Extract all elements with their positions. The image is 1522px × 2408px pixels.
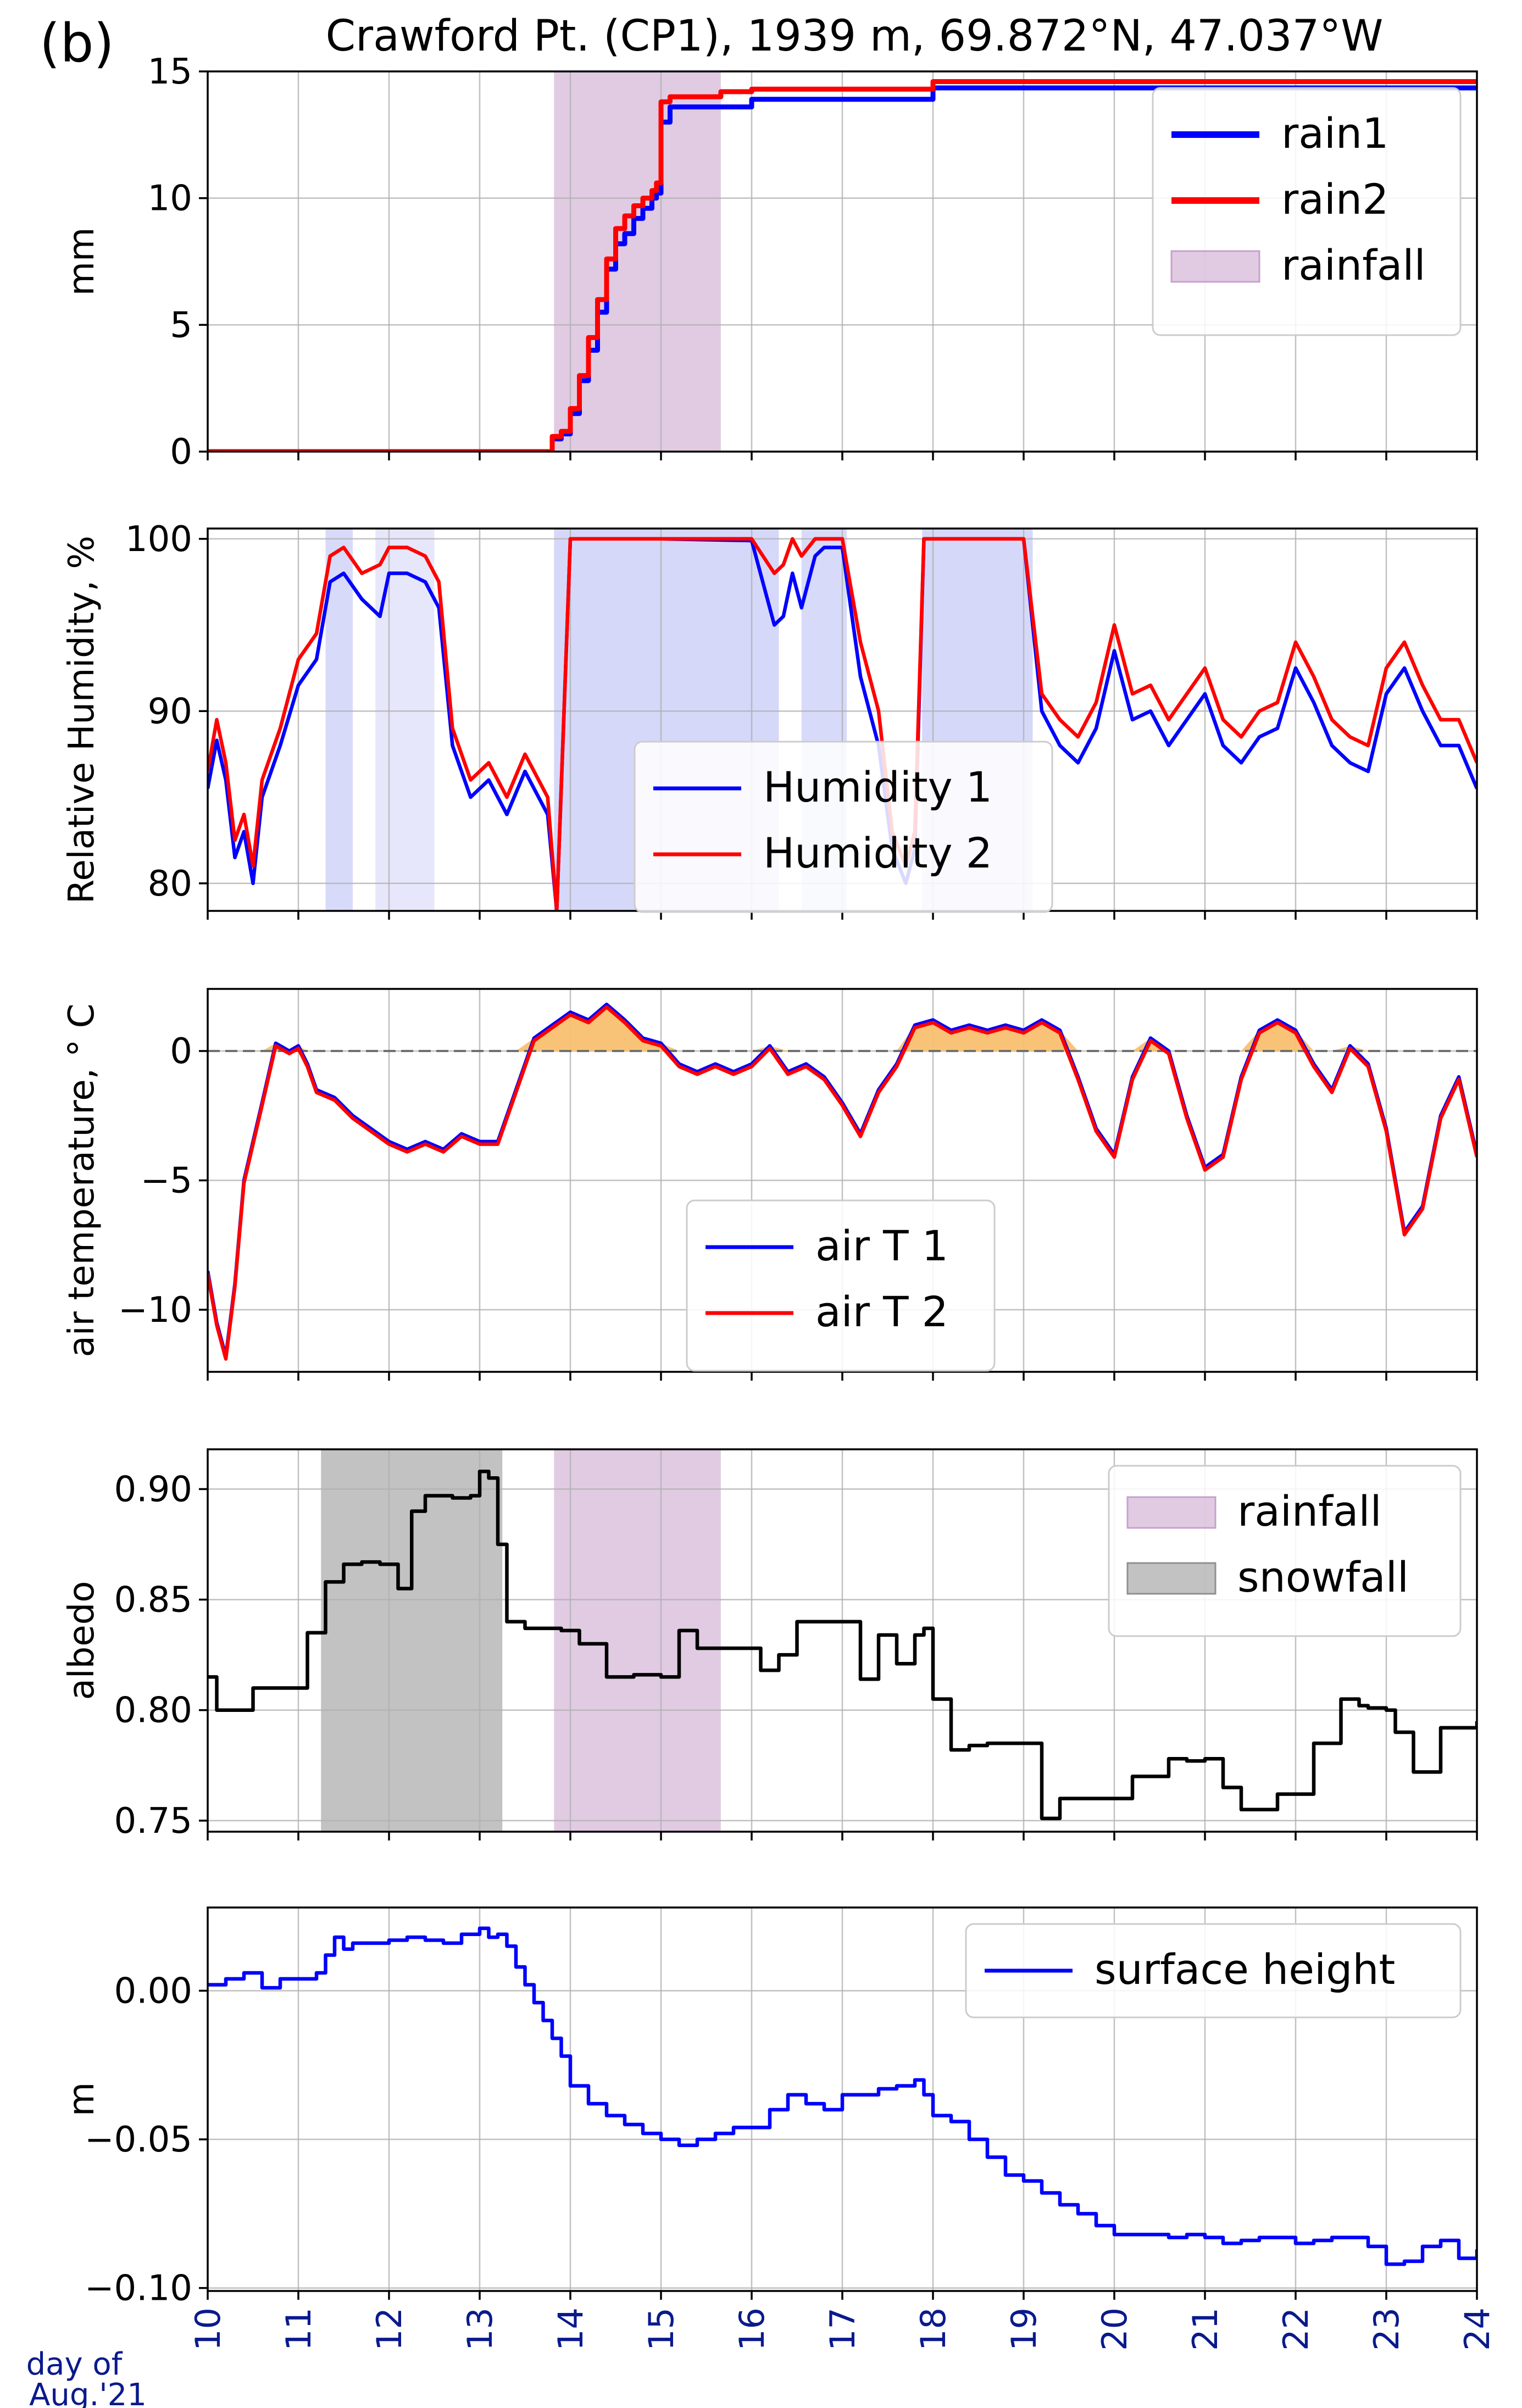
- legend-box: [965, 1923, 1462, 2018]
- legend: air T 1 air T 2: [686, 1199, 996, 1372]
- series-rain1: [208, 85, 1477, 452]
- y-tick-label: 10: [148, 179, 192, 219]
- legend-box: [686, 1199, 996, 1372]
- x-tick-label: 18: [913, 2307, 953, 2351]
- series-Humidity-1: [208, 537, 1477, 911]
- panels: 0 5 10 15 mm rain1 rain2 rainfall 80 90 100 Relativ…: [62, 52, 1478, 2309]
- y-axis-label: Relative Humidity, %: [62, 536, 102, 904]
- legend-swatch: [1170, 250, 1260, 283]
- y-tick-label: 0: [170, 1031, 192, 1072]
- legend-label: rainfall: [1281, 241, 1426, 290]
- legend-box: [634, 741, 1053, 913]
- legend-label: snowfall: [1237, 1553, 1409, 1601]
- plot-area: [208, 1908, 1477, 2291]
- series-Humidity-2: [208, 537, 1477, 911]
- y-tick-label: 0.75: [114, 1801, 193, 1842]
- x-tick-label: 11: [279, 2307, 319, 2351]
- shaded-region-rainfall-1: [554, 1449, 721, 1832]
- x-tick-label: 20: [1095, 2307, 1135, 2351]
- panel-label: (b): [40, 13, 114, 74]
- legend-label: air T 2: [815, 1287, 948, 1336]
- x-tick-label: 24: [1457, 2307, 1497, 2351]
- y-axis-label: albedo: [62, 1581, 102, 1700]
- y-axis-label: air temperature, ° C: [62, 1004, 102, 1358]
- y-tick-label: 15: [148, 52, 192, 92]
- plot-area: [208, 1449, 1477, 1832]
- y-axis-label: mm: [62, 227, 102, 296]
- shaded-region-snowfall-2: [321, 1449, 503, 1832]
- chart-panel-5: −0.10 −0.05 0.00 m surface height: [62, 1906, 1478, 2309]
- y-tick-label: −5: [141, 1161, 192, 1202]
- legend-label: air T 1: [815, 1221, 948, 1270]
- legend-label: Humidity 1: [763, 763, 992, 811]
- plot-area: [208, 989, 1477, 1372]
- x-tick-label: 10: [188, 2307, 228, 2351]
- y-tick-label: 5: [170, 305, 192, 346]
- plot-area: [208, 71, 1477, 452]
- y-tick-label: −0.05: [85, 2120, 192, 2160]
- legend: rainfall snowfall: [1108, 1465, 1462, 1637]
- figure-title: Crawford Pt. (CP1), 1939 m, 69.872°N, 47…: [326, 12, 1384, 61]
- legend-label: surface height: [1095, 1945, 1395, 1994]
- legend: surface height: [965, 1923, 1462, 2018]
- x-tick-label: 16: [732, 2307, 772, 2351]
- chart-panel-1: 0 5 10 15 mm rain1 rain2 rainfall: [62, 52, 1478, 472]
- chart-panel-4: 0.75 0.80 0.85 0.90 albedo rainfall snowfall: [62, 1448, 1478, 1842]
- series-surface-height: [208, 1926, 1477, 2266]
- x-tick-label: 17: [823, 2307, 863, 2351]
- x-axis-label-line1: day of: [26, 2346, 123, 2382]
- y-tick-label: −0.10: [85, 2268, 192, 2309]
- y-tick-label: −10: [118, 1290, 192, 1331]
- y-tick-label: 0: [170, 432, 192, 472]
- legend-swatch: [1126, 1496, 1217, 1529]
- y-tick-label: 0.00: [114, 1971, 193, 2012]
- y-tick-label: 0.85: [114, 1580, 193, 1621]
- x-tick-label: 14: [551, 2307, 591, 2351]
- legend: rain1 rain2 rainfall: [1152, 87, 1462, 336]
- x-tick-label: 21: [1185, 2307, 1225, 2351]
- y-tick-label: 100: [125, 519, 192, 560]
- x-axis-label-line2: Aug.'21: [29, 2377, 147, 2408]
- shaded-region-1: [325, 529, 353, 911]
- legend: Humidity 1 Humidity 2: [634, 741, 1053, 913]
- legend-label: Humidity 2: [763, 828, 992, 877]
- x-tick-label: 23: [1367, 2307, 1407, 2351]
- x-axis: 10 11 12 13 14 15 16 17 18 19 20 21 22 23 24: [188, 2307, 1497, 2351]
- series-rain2: [208, 79, 1477, 452]
- series-albedo: [208, 1469, 1477, 1821]
- legend-label: rain1: [1281, 109, 1388, 158]
- y-axis-label: m: [62, 2082, 102, 2116]
- x-tick-label: 22: [1276, 2307, 1316, 2351]
- series-air-T-2: [208, 1005, 1477, 1361]
- x-tick-label: 15: [641, 2307, 681, 2351]
- x-tick-label: 12: [369, 2307, 409, 2351]
- y-tick-label: 80: [148, 864, 192, 904]
- legend-label: rain2: [1281, 175, 1388, 224]
- y-tick-label: 0.80: [114, 1690, 193, 1731]
- legend-label: rainfall: [1237, 1487, 1382, 1536]
- x-tick-label: 13: [460, 2307, 500, 2351]
- y-tick-label: 0.90: [114, 1469, 193, 1510]
- x-tick-label: 19: [1004, 2307, 1044, 2351]
- chart-panel-3: −10 −5 0 air temperature, ° C air T 1 air T 2: [62, 988, 1478, 1381]
- legend-swatch: [1126, 1562, 1217, 1595]
- y-tick-label: 90: [148, 691, 192, 732]
